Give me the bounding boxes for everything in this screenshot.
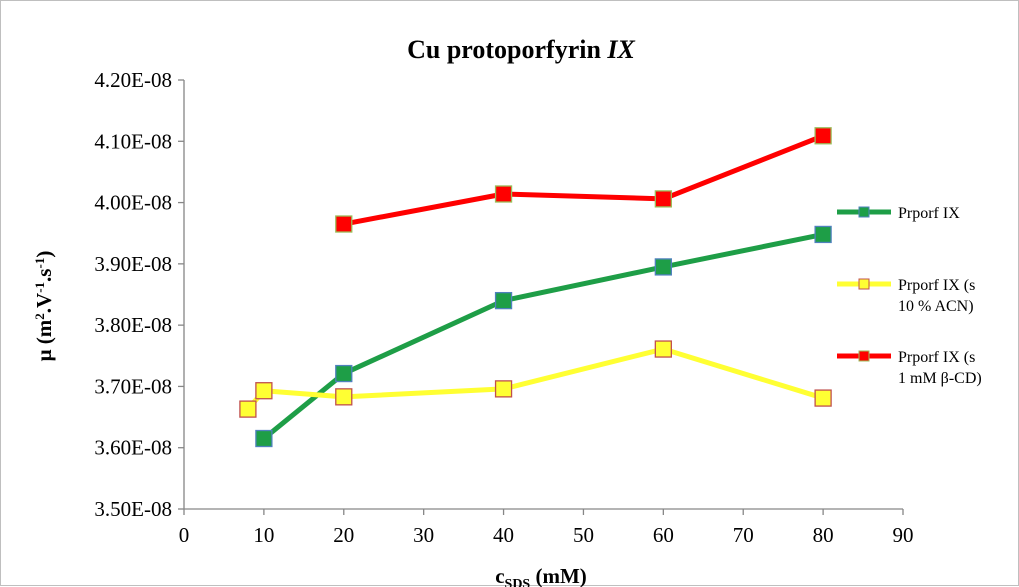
y-axis-label-mid2: .s — [32, 268, 56, 281]
y-tick-label: 3.80E-08 — [94, 313, 172, 337]
data-point — [814, 127, 832, 145]
y-axis-label-main: μ (m — [32, 319, 56, 361]
data-point — [654, 190, 672, 208]
legend-label: Prporf IX — [898, 205, 960, 222]
x-tick-label: 60 — [653, 523, 674, 547]
data-point — [255, 429, 273, 448]
x-axis-label: cSDS (mM) — [495, 564, 587, 587]
series-line — [343, 133, 825, 227]
data-point — [494, 380, 513, 398]
x-tick-label: 20 — [333, 523, 354, 547]
data-point — [494, 291, 513, 310]
legend-label: Prporf IX (s — [898, 349, 975, 366]
data-point — [335, 364, 353, 383]
y-tick-label: 3.90E-08 — [94, 252, 172, 276]
y-tick-label: 4.00E-08 — [94, 191, 172, 215]
y-axis-label-end: ) — [32, 251, 56, 258]
legend-item-1: Prporf IX — [837, 205, 960, 222]
data-point — [335, 215, 353, 233]
legend-marker — [858, 350, 870, 362]
y-tick-label: 3.60E-08 — [94, 436, 172, 460]
y-axis-label-sup3: -1 — [32, 258, 47, 269]
x-tick-label: 30 — [413, 523, 434, 547]
chart-title-italic: IX — [606, 35, 635, 64]
data-point — [814, 389, 832, 407]
x-axis-label-sub: SDS — [505, 577, 531, 587]
legend-label: Prporf IX (s — [898, 277, 975, 294]
y-tick-label: 4.20E-08 — [94, 68, 172, 92]
y-axis-label-sup1: 2 — [32, 313, 47, 320]
data-point — [814, 225, 832, 244]
x-axis-label-main: c — [495, 564, 504, 587]
series-2 — [239, 340, 832, 418]
legend-marker — [858, 278, 870, 290]
y-axis-label: μ (m2.V-1.s-1) — [32, 251, 57, 362]
x-tick-label: 40 — [493, 523, 514, 547]
legend-marker — [858, 206, 870, 218]
legend-item-3: Prporf IX (s 1 mM β-CD) — [837, 349, 982, 387]
y-axis-label-mid1: .V — [32, 293, 56, 313]
legend-label: 10 % ACN) — [898, 298, 974, 315]
x-axis-label-unit: (mM) — [530, 564, 587, 587]
chart-title-main: Cu protoporfyrin — [407, 35, 607, 64]
x-tick-label: 10 — [253, 523, 274, 547]
x-tick-label: 90 — [893, 523, 914, 547]
series-3 — [335, 127, 832, 233]
data-point — [494, 185, 513, 203]
legend-label: 1 mM β-CD) — [898, 370, 982, 387]
series-1 — [255, 225, 832, 448]
x-tick-label: 50 — [573, 523, 594, 547]
chart-title: Cu protoporfyrin IX — [407, 35, 635, 64]
data-point — [335, 388, 353, 406]
axes-layer: 3.50E-08 3.60E-08 3.70E-08 3.80E-08 3.90E-08… — [94, 68, 913, 547]
y-axis-label-sup2: -1 — [32, 282, 47, 293]
series-line — [262, 231, 824, 441]
x-tick-label: 0 — [179, 523, 190, 547]
data-point — [239, 400, 257, 418]
data-point — [255, 382, 273, 400]
y-tick-label: 4.10E-08 — [94, 129, 172, 153]
y-tick-label: 3.70E-08 — [94, 374, 172, 398]
data-point — [654, 340, 672, 358]
series-layer — [239, 127, 832, 448]
data-point — [654, 258, 672, 276]
x-tick-label: 80 — [813, 523, 834, 547]
legend-item-2: Prporf IX (s 10 % ACN) — [837, 277, 975, 315]
y-tick-label: 3.50E-08 — [94, 497, 172, 521]
x-tick-label: 70 — [733, 523, 754, 547]
